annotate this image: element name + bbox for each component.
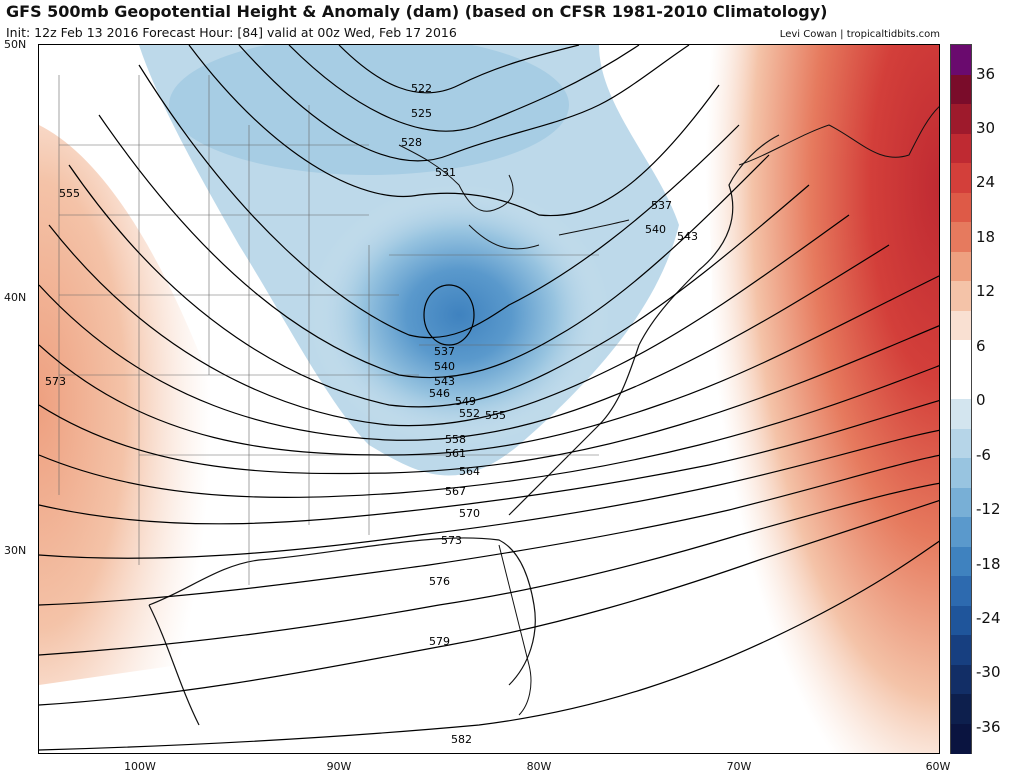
colorbar-label-neg18: -18 (976, 555, 1001, 573)
colorbar-segment (951, 45, 971, 75)
contour-label-573-west: 573 (45, 375, 66, 388)
colorbar-label-24: 24 (976, 173, 996, 191)
colorbar-segment (951, 605, 971, 636)
contour-label-525: 525 (411, 107, 432, 120)
contour-label-564: 564 (459, 465, 480, 478)
colorbar-segment (951, 104, 971, 134)
colorbar-label-30: 30 (976, 119, 996, 137)
lon-label-80w: 80W (526, 760, 552, 773)
colorbar (950, 44, 972, 754)
chart-subtitle: Init: 12z Feb 13 2016 Forecast Hour: [84… (6, 25, 457, 40)
colorbar-segment (951, 281, 971, 311)
contour-label-561: 561 (445, 447, 466, 460)
state-borders (58, 75, 639, 585)
maritime-coastline (738, 106, 939, 166)
chart-title: GFS 500mb Geopotential Height & Anomaly … (6, 2, 828, 21)
contour-label-531: 531 (435, 166, 456, 179)
map-svg: 522 525 528 531 537 540 543 537 540 543 … (39, 45, 939, 753)
contour-label-543-east: 543 (677, 230, 698, 243)
contour-label-537: 537 (434, 345, 455, 358)
colorbar-segment (951, 192, 971, 223)
colorbar-segment (951, 310, 971, 341)
colorbar-label-neg12: -12 (976, 500, 1001, 518)
colorbar-segment (951, 635, 971, 665)
contour-label-540-east: 540 (645, 223, 666, 236)
contour-label-558: 558 (445, 433, 466, 446)
colorbar-segment (951, 340, 971, 370)
contour-label-540: 540 (434, 360, 455, 373)
contour-label-522: 522 (411, 82, 432, 95)
colorbar-segment (951, 399, 971, 429)
contour-label-570: 570 (459, 507, 480, 520)
contour-label-555: 555 (485, 409, 506, 422)
contour-label-567: 567 (445, 485, 466, 498)
contour-label-576: 576 (429, 575, 450, 588)
colorbar-label-neg36: -36 (976, 718, 1001, 736)
colorbar-label-6: 6 (976, 337, 986, 355)
contour-label-537-east: 537 (651, 199, 672, 212)
lon-label-100w: 100W (124, 760, 156, 773)
lon-label-70w: 70W (726, 760, 752, 773)
colorbar-segment (951, 428, 971, 459)
colorbar-segment (951, 369, 971, 400)
colorbar-segment (951, 487, 971, 518)
credit-text: Levi Cowan | tropicaltidbits.com (779, 29, 940, 40)
warm-anomaly-east (679, 45, 939, 753)
florida-outline (498, 544, 532, 716)
contour-label-582: 582 (451, 733, 472, 746)
lat-label-40n: 40N (4, 291, 27, 304)
colorbar-label-18: 18 (976, 228, 996, 246)
cold-anomaly-north (169, 45, 569, 175)
colorbar-label-36: 36 (976, 65, 996, 83)
contour-label-528: 528 (401, 136, 422, 149)
colorbar-segment (951, 74, 971, 105)
colorbar-label-0: 0 (976, 391, 986, 409)
lon-label-60w: 60W (925, 760, 951, 773)
colorbar-segment (951, 222, 971, 252)
cold-anomaly-core (309, 185, 609, 445)
colorbar-segment (951, 576, 971, 606)
lon-label-90w: 90W (326, 760, 352, 773)
contour-label-573: 573 (441, 534, 462, 547)
warm-anomaly-west (39, 125, 255, 685)
atlantic-coastline (508, 134, 780, 516)
height-contours (39, 45, 939, 751)
contour-label-549: 549 (455, 395, 476, 408)
colorbar-label-12: 12 (976, 282, 996, 300)
map-panel: 522 525 528 531 537 540 543 537 540 543 … (38, 44, 940, 754)
colorbar-label-neg6: -6 (976, 446, 991, 464)
lat-label-30n: 30N (4, 544, 27, 557)
colorbar-label-neg24: -24 (976, 609, 1001, 627)
colorbar-segment (951, 517, 971, 547)
colorbar-segment (951, 694, 971, 724)
colorbar-segment (951, 664, 971, 695)
colorbar-segment (951, 133, 971, 164)
contour-label-552: 552 (459, 407, 480, 420)
contour-label-546: 546 (429, 387, 450, 400)
colorbar-segment (951, 163, 971, 193)
gulf-coastline (148, 537, 536, 726)
colorbar-segment (951, 251, 971, 282)
lat-label-50n: 50N (4, 38, 27, 51)
colorbar-label-neg30: -30 (976, 663, 1001, 681)
colorbar-segment (951, 546, 971, 577)
contour-label-579: 579 (429, 635, 450, 648)
contour-label-543: 543 (434, 375, 455, 388)
colorbar-segment (951, 723, 971, 754)
contour-label-555-west: 555 (59, 187, 80, 200)
colorbar-segment (951, 458, 971, 488)
